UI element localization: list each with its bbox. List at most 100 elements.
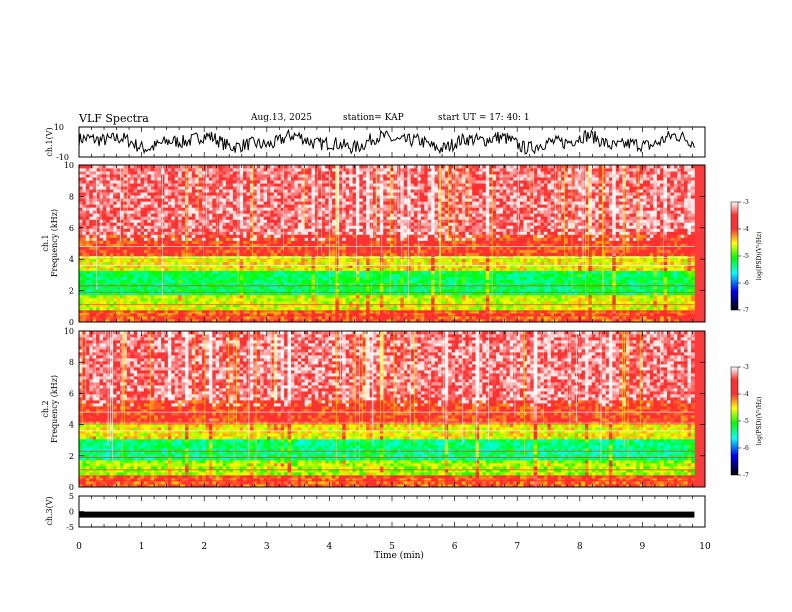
- spectrogram-cell: [359, 210, 364, 214]
- spectrogram-cell: [99, 258, 104, 263]
- spectrogram-cell: [222, 246, 227, 250]
- spectrogram-cell: [243, 201, 247, 205]
- spectrogram-cell: [212, 276, 217, 281]
- spectrogram-cell: [82, 219, 87, 223]
- spectrogram-cell: [130, 216, 135, 220]
- spectrogram-cell: [92, 222, 97, 226]
- spectrogram-cell: [287, 270, 292, 275]
- spectrogram-cell: [359, 222, 364, 226]
- spectrogram-cell: [338, 222, 343, 226]
- spectrogram-cell: [126, 198, 131, 202]
- spectrogram-cell: [297, 318, 302, 322]
- spectrogram-cell: [137, 282, 141, 287]
- spectrogram-cell: [287, 192, 292, 196]
- spectrogram-cell: [280, 168, 285, 172]
- spectrogram-cell: [130, 213, 135, 217]
- spectrogram-cell: [113, 210, 118, 214]
- spectrogram-cell: [297, 285, 302, 290]
- spectrogram-cell: [181, 168, 186, 172]
- spectrogram-cell: [294, 315, 299, 320]
- spectrogram-cell: [79, 258, 83, 263]
- spectrogram-cell: [321, 168, 326, 172]
- spectrogram-cell: [229, 198, 234, 202]
- spectrogram-cell: [386, 288, 391, 293]
- spectrogram-cell: [157, 222, 162, 226]
- spectrogram-cell: [349, 279, 353, 284]
- spectrogram-cell: [263, 300, 268, 305]
- spectrogram-cell: [219, 201, 223, 205]
- spectrogram-cell: [164, 267, 169, 272]
- spectrogram-cell: [102, 312, 107, 317]
- spectrogram-cell: [325, 198, 329, 202]
- spectrogram-cell: [85, 168, 90, 172]
- spectrogram-cell: [232, 189, 237, 193]
- spectrogram-cell: [256, 249, 261, 253]
- spectrogram-cell: [386, 225, 391, 229]
- spectrogram-cell: [92, 318, 97, 322]
- spectrogram-cell: [311, 198, 316, 202]
- spectrogram-cell: [349, 318, 353, 322]
- spectrogram-cell: [212, 258, 217, 263]
- spectrogram-cell: [143, 228, 148, 232]
- spectrogram-cell: [386, 240, 391, 244]
- spectrogram-cell: [219, 204, 223, 208]
- spectrogram-cell: [376, 216, 381, 220]
- spectrogram-cell: [253, 216, 258, 220]
- spectrogram-cell: [249, 192, 254, 196]
- spectrogram-cell: [304, 234, 309, 238]
- spectrogram-cell: [137, 186, 141, 190]
- start-time-label: start UT = 17: 40: 1: [438, 113, 530, 123]
- spectrogram-cell: [359, 276, 364, 281]
- spectrogram-cell: [393, 261, 398, 266]
- spectrogram-cell: [345, 219, 350, 223]
- spectrogram-cell: [102, 306, 107, 311]
- spectrogram-cell: [133, 261, 138, 266]
- spectrogram-cell: [181, 300, 186, 305]
- spectrogram-cell: [178, 183, 182, 187]
- spectrogram-cell: [92, 303, 97, 308]
- spectrogram-cell: [342, 258, 347, 263]
- spectrogram-cell: [126, 300, 131, 305]
- spectrogram-cell: [126, 243, 131, 247]
- spectrogram-cell: [181, 273, 186, 278]
- spectrogram-cell: [161, 228, 165, 232]
- spectrogram-cell: [113, 228, 118, 232]
- spectrogram-cell: [277, 240, 282, 244]
- spectrogram-cell: [109, 219, 114, 223]
- spectrogram-cell: [359, 225, 364, 229]
- spectrogram-cell: [116, 270, 121, 275]
- spectrogram-cell: [229, 180, 234, 184]
- spectrogram-cell: [338, 171, 343, 175]
- spectrogram-cell: [393, 306, 398, 311]
- spectrogram-cell: [359, 165, 364, 169]
- spectrogram-cell: [140, 201, 145, 205]
- spectrogram-cell: [249, 276, 254, 281]
- spectrogram-cell: [249, 270, 254, 275]
- spectrogram-cell: [355, 267, 360, 272]
- spectrogram-cell: [99, 231, 104, 235]
- spectrogram-cell: [219, 198, 223, 202]
- spectrogram-cell: [267, 282, 271, 287]
- spectrogram-cell: [256, 177, 261, 181]
- spectrogram-cell: [222, 222, 227, 226]
- spectrogram-cell: [331, 312, 336, 317]
- spectrogram-cell: [342, 210, 347, 214]
- spectrogram-cell: [246, 165, 251, 169]
- spectrogram-cell: [335, 282, 340, 287]
- spectrogram-cell: [277, 306, 282, 311]
- spectrogram-cell: [85, 219, 90, 223]
- spectrogram-cell: [130, 234, 135, 238]
- spectrogram-cell: [290, 309, 295, 314]
- spectrogram-cell: [349, 192, 353, 196]
- spectrogram-cell: [284, 165, 288, 169]
- spectrogram-cell: [226, 282, 230, 287]
- spectrogram-cell: [366, 252, 370, 256]
- spectrogram-cell: [284, 222, 288, 226]
- spectrogram-cell: [243, 189, 247, 193]
- spectrogram-cell: [96, 261, 100, 266]
- spectrogram-cell: [99, 276, 104, 281]
- spectrogram-cell: [301, 216, 306, 220]
- spectrogram-cell: [222, 198, 227, 202]
- spectrogram-cell: [164, 168, 169, 172]
- spectrogram-cell: [373, 303, 377, 308]
